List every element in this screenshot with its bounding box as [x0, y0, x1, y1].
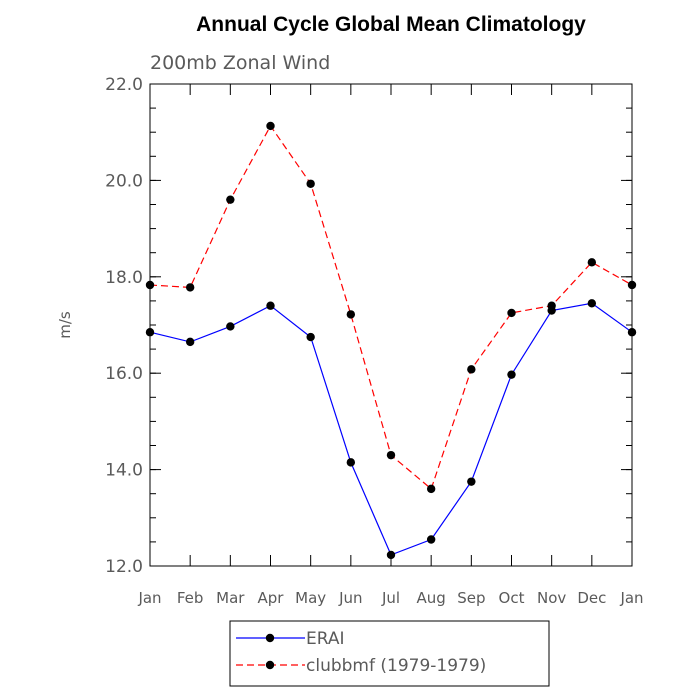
x-tick-label: Sep: [457, 589, 485, 607]
series-line-1: [149, 124, 633, 490]
series-layer: [145, 121, 637, 560]
series-1-point: [346, 310, 356, 319]
y-tick-label: 22.0: [105, 75, 143, 95]
series-1-point: [306, 179, 315, 188]
series-1-point: [386, 450, 396, 460]
legend-marker-0: [265, 633, 275, 643]
series-1-point: [507, 308, 516, 318]
y-tick-label: 18.0: [105, 268, 143, 288]
series-1-point: [467, 365, 476, 374]
chart-subtitle: 200mb Zonal Wind: [150, 52, 330, 74]
x-tick-label: Oct: [499, 589, 525, 607]
x-tick-label: Nov: [537, 589, 566, 607]
x-tick-label: Jan: [619, 589, 643, 607]
series-0-point: [426, 535, 436, 544]
x-tick-label: Apr: [258, 589, 285, 607]
chart-title: Annual Cycle Global Mean Climatology: [196, 13, 586, 36]
minor-ticks: [150, 83, 632, 567]
legend-box: [229, 620, 550, 687]
y-tick-labels: 12.0 14.0 16.0 18.0 20.0 22.0: [105, 75, 143, 577]
x-tick-label: Aug: [417, 589, 446, 607]
series-1-point: [627, 280, 637, 290]
x-tick-label: Dec: [577, 589, 606, 607]
series-1-point: [185, 283, 195, 292]
series-0-point: [226, 322, 235, 331]
y-tick-label: 14.0: [105, 461, 143, 481]
series-line-0: [149, 302, 633, 556]
series-0-point: [346, 458, 356, 467]
x-tick-label: Jun: [338, 589, 362, 607]
x-tick-label: Jan: [137, 589, 161, 607]
series-0-point: [467, 477, 476, 486]
series-1-point: [226, 195, 235, 204]
series-1-point: [145, 280, 155, 290]
x-tick-label: Feb: [177, 589, 204, 607]
legend-label-1: clubbmf (1979-1979): [306, 656, 486, 676]
series-1-point: [547, 301, 556, 310]
series-0-point: [266, 301, 275, 310]
x-tick-labels: Jan Feb Mar Apr May Jun Jul Aug Sep Oct Nov Dec Jan: [137, 589, 643, 607]
series-1-point: [266, 121, 275, 131]
x-tick-label: May: [295, 589, 326, 607]
x-tick-label: Jul: [381, 589, 400, 607]
y-tick-label: 12.0: [105, 557, 143, 577]
major-ticks: [149, 83, 633, 567]
series-0-point: [145, 328, 155, 337]
y-tick-label: 20.0: [105, 171, 143, 191]
legend-label-0: ERAI: [306, 629, 345, 649]
x-tick-label: Mar: [216, 589, 245, 607]
y-tick-label: 16.0: [105, 364, 143, 384]
series-1-point: [587, 258, 597, 267]
series-0-point: [386, 550, 396, 560]
series-0-point: [587, 299, 597, 308]
y-axis-label: m/s: [56, 311, 74, 339]
plot-frame: [149, 83, 633, 567]
series-0-point: [185, 337, 195, 347]
legend-marker-1: [265, 660, 275, 670]
legend: ERAI clubbmf (1979-1979): [236, 629, 486, 676]
series-0-point: [507, 370, 516, 379]
series-1-point: [426, 484, 436, 494]
series-0-point: [306, 332, 315, 342]
series-0-point: [627, 328, 637, 337]
